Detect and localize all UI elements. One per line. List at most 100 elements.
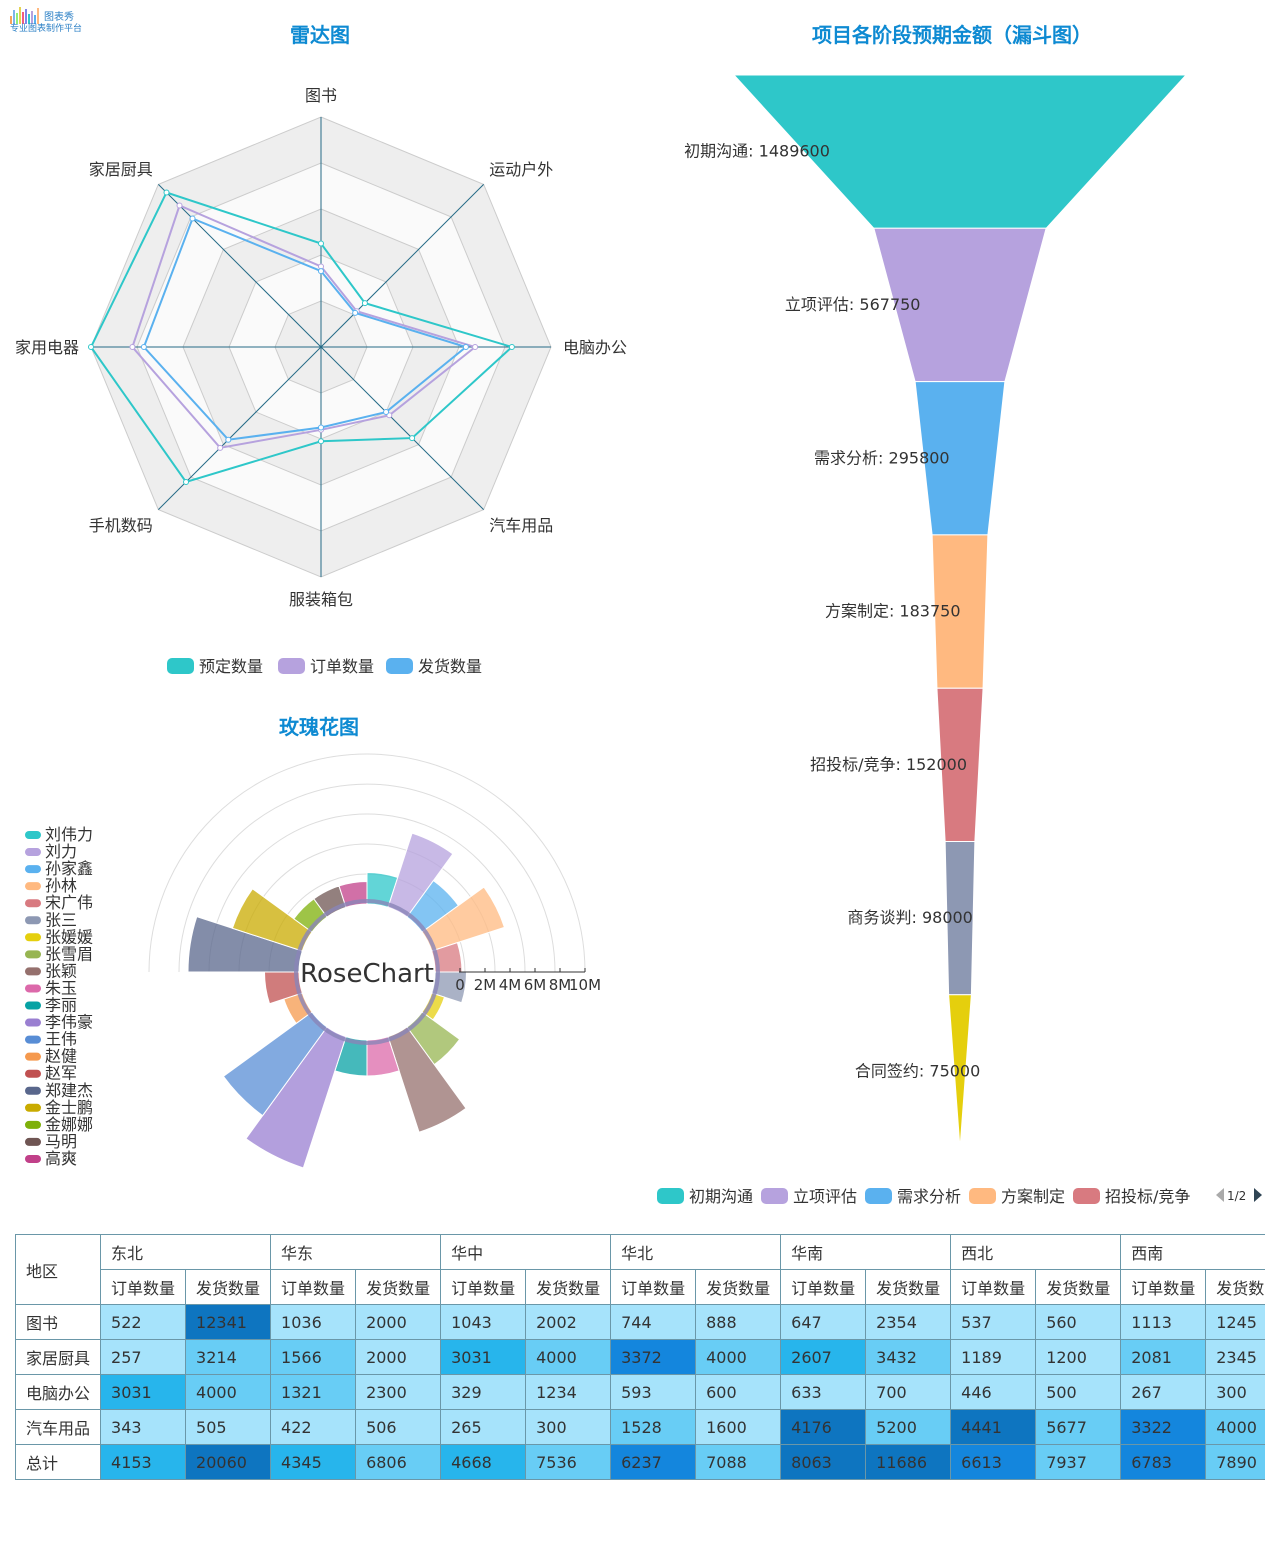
table-cell: 6237 xyxy=(610,1444,697,1480)
table-cell: 329 xyxy=(440,1374,527,1410)
legend-swatch xyxy=(25,933,41,942)
radar-axis-line xyxy=(320,346,484,510)
legend-label: 李伟豪 xyxy=(45,1013,93,1032)
rose-center-label: RoseChart xyxy=(300,959,434,989)
legend-swatch xyxy=(25,1001,41,1010)
radar-title: 雷达图 xyxy=(290,23,350,47)
metric-header: 订单数量 xyxy=(950,1269,1037,1305)
rose-center: RoseChart xyxy=(294,899,440,1045)
region-header: 华北 xyxy=(610,1234,782,1270)
legend-swatch xyxy=(25,984,41,993)
table-cell: 4153 xyxy=(100,1444,187,1480)
legend-label: 刘伟力 xyxy=(45,825,93,844)
table-subheader-row: 订单数量 发货数量 订单数量 发货数量 订单数量 发货数量 订单数量 发货数量 订单数量 发货数量… xyxy=(16,1269,1265,1305)
table-cell: 1043 xyxy=(440,1304,527,1340)
legend-label: 订单数量 xyxy=(310,657,374,676)
table-cell: 4441 xyxy=(950,1409,1037,1445)
rose-legend[interactable]: 刘伟力刘力孙家鑫孙林宋广伟张三张媛媛张雪眉张颖朱玉李丽李伟豪王伟赵健赵军郑建杰金… xyxy=(25,825,93,1168)
legend-label: 郑建杰 xyxy=(45,1081,93,1100)
radar-indicator-label: 汽车用品 xyxy=(489,516,553,535)
legend-label: 高爽 xyxy=(45,1149,77,1168)
table-cell: 267 xyxy=(1120,1374,1207,1410)
table-cell: 6783 xyxy=(1120,1444,1207,1480)
table-cell: 2300 xyxy=(355,1374,442,1410)
row-category-cell: 图书 xyxy=(14,1304,102,1340)
metric-header: 发货数量 xyxy=(865,1269,952,1305)
table-cell: 2000 xyxy=(355,1304,442,1340)
legend-prev-page-icon[interactable] xyxy=(1216,1188,1224,1202)
legend-label: 张颖 xyxy=(45,961,77,980)
legend-swatch xyxy=(25,950,41,959)
funnel-label: 合同签约: 75000 xyxy=(855,1061,980,1080)
legend-label: 需求分析 xyxy=(897,1187,961,1206)
radar-point xyxy=(361,300,368,307)
rose-center-disc xyxy=(299,904,435,1040)
table-cell: 5677 xyxy=(1035,1409,1122,1445)
table-cell: 4000 xyxy=(525,1339,612,1375)
legend-swatch xyxy=(25,865,41,874)
radar-indicator-label: 运动户外 xyxy=(489,160,553,179)
table-cell: 1528 xyxy=(610,1409,697,1445)
legend-swatch xyxy=(969,1188,996,1204)
rose-inner-ring xyxy=(294,899,440,1045)
legend-swatch xyxy=(25,967,41,976)
brand-tagline: 专业图表制作平台 xyxy=(10,24,83,34)
table-cell: 446 xyxy=(950,1374,1037,1410)
legend-label: 朱玉 xyxy=(45,978,77,997)
table-cell: 3432 xyxy=(865,1339,952,1375)
table-cell: 3214 xyxy=(185,1339,272,1375)
legend-swatch xyxy=(761,1188,788,1204)
table-cell: 4000 xyxy=(185,1374,272,1410)
table-cell: 500 xyxy=(1035,1374,1122,1410)
legend-label: 张三 xyxy=(45,910,77,929)
row-category-cell: 总计 xyxy=(14,1444,102,1480)
metric-header: 发货数量 xyxy=(1205,1269,1265,1305)
radar-point xyxy=(183,478,190,485)
legend-label: 张媛媛 xyxy=(45,927,93,946)
radar-point xyxy=(318,268,324,275)
metric-header: 发货数量 xyxy=(695,1269,782,1305)
table-cell: 1200 xyxy=(1035,1339,1122,1375)
legend-label: 立项评估 xyxy=(793,1187,857,1206)
legend-label: 方案制定 xyxy=(1001,1187,1065,1206)
region-data-table: 地区 东北 华东 华中 华北 华南 西北 西南 订单数量 发货数量 订单数量 发货数量 订单数量 发货数量… xyxy=(14,1234,1265,1480)
table-row: 汽车用品 343 505 422 506 265 300 1528 1600 4176 5200 44… xyxy=(14,1409,1265,1445)
rose-axis-tick-label: 4M xyxy=(499,976,522,994)
table-cell: 8063 xyxy=(780,1444,867,1480)
table-cell: 6806 xyxy=(355,1444,442,1480)
radar-legend[interactable]: 预定数量 订单数量 发货数量 xyxy=(167,657,482,676)
brand-name: 图表秀 xyxy=(44,12,74,23)
radar-point xyxy=(140,344,147,350)
metric-header: 订单数量 xyxy=(780,1269,867,1305)
region-header: 华中 xyxy=(440,1234,612,1270)
legend-next-page-icon[interactable] xyxy=(1254,1188,1262,1202)
funnel-segment xyxy=(948,994,972,1149)
radar-point xyxy=(129,344,136,350)
funnel-legend[interactable]: 初期沟通 立项评估 需求分析 方案制定 招投标/竞争 1/2 xyxy=(657,1187,1262,1206)
legend-label: 刘力 xyxy=(45,842,77,861)
table-cell: 593 xyxy=(610,1374,697,1410)
radar-indicator-label: 电脑办公 xyxy=(563,338,627,357)
legend-label: 孙家鑫 xyxy=(45,859,93,878)
legend-swatch xyxy=(278,658,305,674)
table-cell: 422 xyxy=(270,1409,357,1445)
radar-indicator-label: 服装箱包 xyxy=(289,590,353,609)
legend-swatch xyxy=(25,1137,41,1146)
table-cell: 4000 xyxy=(695,1339,782,1375)
legend-label: 金士鹏 xyxy=(45,1098,93,1117)
metric-header: 订单数量 xyxy=(440,1269,527,1305)
rose-axis-tick-label: 0 xyxy=(455,976,465,994)
funnel-label: 招投标/竞争: 152000 xyxy=(810,755,967,774)
table-cell: 522 xyxy=(100,1304,187,1340)
rose-axis-tick-label: 6M xyxy=(524,976,547,994)
funnel-label: 立项评估: 567750 xyxy=(785,295,921,314)
legend-page-indicator: 1/2 xyxy=(1227,1189,1246,1203)
radar-point xyxy=(472,344,479,350)
funnel-title: 项目各阶段预期金额（漏斗图） xyxy=(812,23,1092,47)
rose-title: 玫瑰花图 xyxy=(279,715,359,739)
funnel-label: 商务谈判: 98000 xyxy=(847,908,972,927)
table-cell: 3372 xyxy=(610,1339,697,1375)
